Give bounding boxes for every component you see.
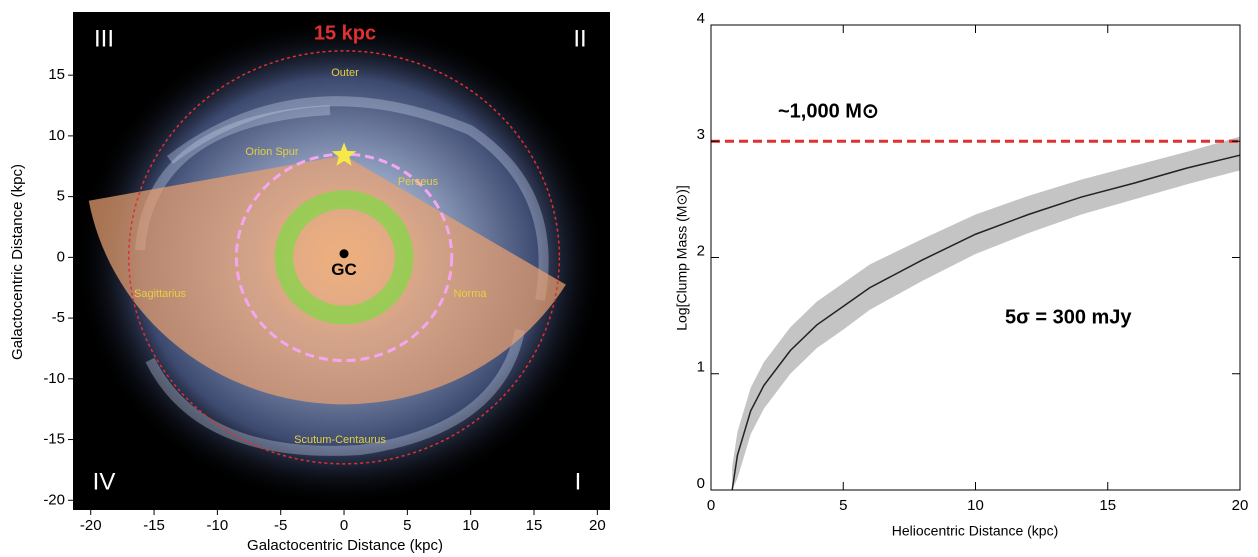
x-tick-label: -15 [143,517,165,534]
y-axis-label: Galactocentric Distance (kpc) [9,164,26,360]
y-tick-label: 1 [697,359,705,376]
mass-curve [731,154,1241,491]
arm [145,329,525,456]
x-axis-label: Galactocentric Distance (kpc) [247,537,443,554]
annulus [274,190,414,325]
x-tick-label: 15 [1099,497,1116,514]
y-tick-label: -10 [43,370,65,387]
y-tick-label: -15 [43,431,65,448]
y-tick-label: 4 [697,10,705,27]
x-tick-label: 20 [1232,497,1249,514]
mass-panel [710,24,1241,491]
x-tick-label: -5 [274,517,287,534]
survey-wedge [88,155,566,405]
x-tick-label: 10 [462,517,479,534]
quadrant-label: I [575,468,582,495]
y-tick-label: 0 [57,248,65,265]
x-tick-label: 10 [967,497,984,514]
quadrant-label: IV [93,468,116,495]
y-tick-label: -20 [43,491,65,508]
annotation: 5σ = 300 mJy [1005,306,1132,328]
x-axis-label: Heliocentric Distance (kpc) [892,523,1059,539]
quadrant-label: II [573,25,586,52]
x-tick-label: 0 [340,517,348,534]
galaxy-panel: GC Outer Orion Spur Perseus Sagittarius Norma… [73,12,610,510]
plot-area [711,25,1240,490]
x-tick-label: 5 [839,497,847,514]
arm-label: Norma [453,288,487,300]
y-tick-label: 0 [697,475,705,492]
y-tick-label: 5 [57,188,65,205]
distance-circle [127,50,561,465]
y-axis-label: Log[Clump Mass (M⊙)] [674,185,690,331]
gc-label: GC [331,260,357,279]
arm-label: Scutum-Centaurus [294,434,386,446]
y-tick-label: -5 [52,309,65,326]
y-tick-label: 2 [697,242,705,259]
sun-star [331,142,357,166]
x-tick-label: 0 [707,497,715,514]
y-tick-label: 15 [48,66,65,83]
arm-label: Outer [331,67,359,79]
map-title: 15 kpc [314,22,376,44]
arm [166,96,549,301]
quadrant-label: III [94,25,114,52]
y-tick-label: 10 [48,127,65,144]
x-tick-label: 20 [589,517,606,534]
x-tick-label: -10 [207,517,229,534]
annotation: ~1,000 M⊙ [778,100,879,122]
arm-label: Sagittarius [134,288,186,300]
x-tick-label: 15 [526,517,543,534]
x-tick-label: -20 [80,517,102,534]
gc-dot [339,249,349,259]
arm-label: Perseus [398,176,439,188]
arm-label: Orion Spur [245,146,299,158]
y-tick-label: 3 [697,126,705,143]
x-tick-label: 5 [403,517,411,534]
